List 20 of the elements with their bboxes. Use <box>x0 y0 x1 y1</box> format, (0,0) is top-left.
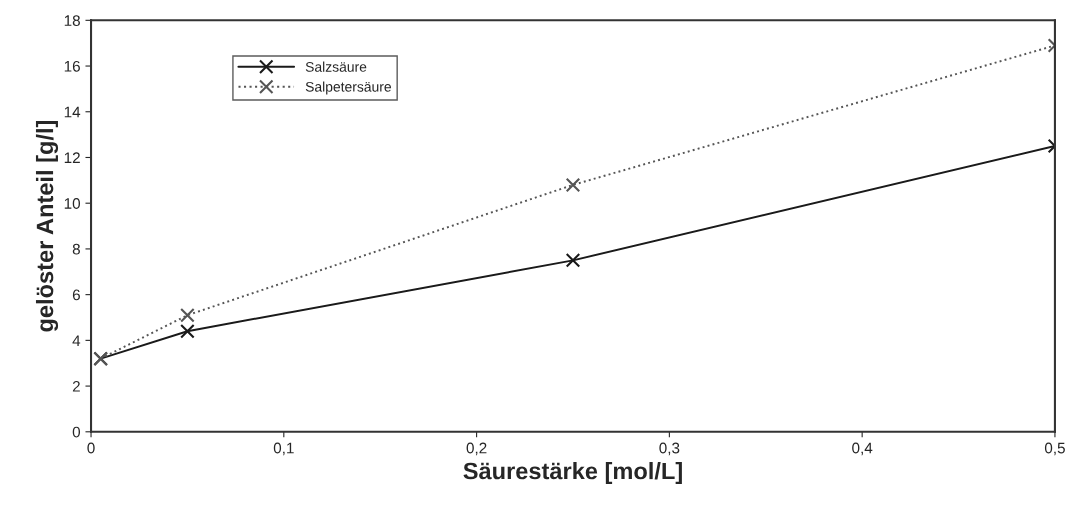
y-tick-label: 8 <box>72 243 80 255</box>
y-tick-label: 10 <box>64 198 81 209</box>
x-axis-title: Säurestärke [mol/L] <box>463 462 682 485</box>
y-tick-label: 2 <box>72 380 80 392</box>
x-tick-label: 0 <box>87 442 95 454</box>
x-tick-label: 0,1 <box>273 442 294 456</box>
y-tick-label: 16 <box>64 60 80 72</box>
y-tick-label: 0 <box>72 426 81 438</box>
legend-label: Salzsäure <box>305 61 367 72</box>
x-tick-label: 0,2 <box>466 442 487 456</box>
x-tick-label: 0,4 <box>852 442 873 456</box>
x-tick-label: 0,3 <box>659 442 680 456</box>
legend-label: Salpetersäure <box>305 81 391 95</box>
y-axis-title: gelöster Anteil [g/l] <box>35 120 59 332</box>
y-tick-label: 14 <box>64 106 81 118</box>
x-tick-label: 0,5 <box>1044 442 1065 456</box>
y-tick-label: 18 <box>64 15 80 27</box>
y-tick-label: 4 <box>72 335 81 346</box>
y-tick-label: 6 <box>72 289 80 301</box>
y-tick-label: 12 <box>64 152 80 164</box>
